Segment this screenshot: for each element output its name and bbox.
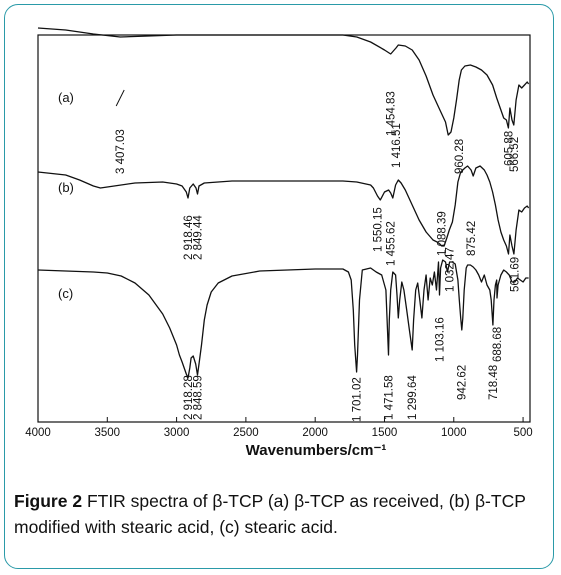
ftir-chart: 4000 3500 3000 2500 2000 1500 1000 500 3 407.03… — [25, 27, 533, 459]
spectrum-line-a — [37, 27, 530, 136]
peak-label: 960.28 — [454, 139, 466, 174]
figure-caption: Figure 2 FTIR spectra of β-TCP (a) β-TCP… — [14, 488, 544, 540]
x-tick-label: 4000 — [25, 427, 51, 439]
peak-label: 688.68 — [492, 327, 504, 362]
series-label-b: (b) — [58, 180, 74, 195]
peak-pointer — [115, 89, 125, 107]
series-label-c: (c) — [58, 286, 73, 301]
x-tick-label: 2000 — [302, 427, 328, 439]
peak-label: 1 454.83 — [386, 91, 398, 136]
peak-label: 1 550.15 — [373, 207, 385, 252]
peak-labels-layer: 3 407.03 1 454.831 416.51 960.28 605.88566.… — [115, 89, 521, 422]
peak-label: 718.48 — [488, 365, 500, 400]
peak-label: 566.52 — [509, 137, 521, 172]
x-axis-label: Wavenumbers/cm⁻¹ — [246, 442, 387, 459]
figure-card — [4, 4, 554, 569]
series-labels-layer: (a) (b) (c) — [58, 90, 74, 301]
x-tick-label: 3000 — [164, 427, 190, 439]
x-tick-label: 1500 — [372, 427, 398, 439]
series-label-a: (a) — [58, 90, 74, 105]
caption-label: Figure 2 — [14, 491, 83, 511]
peak-label: 1 299.64 — [407, 375, 419, 420]
peak-label: 942.62 — [457, 365, 469, 400]
peak-label: 1 103.16 — [434, 317, 446, 362]
peak-label: 875.42 — [466, 221, 478, 256]
peak-label: 2 849.44 — [193, 215, 205, 260]
series-layer — [37, 27, 530, 379]
peak-label: 605.88 — [503, 131, 515, 166]
peak-label: 1 455.62 — [386, 221, 398, 266]
plot-frame — [37, 34, 531, 423]
peak-label: 1 088.39 — [437, 211, 449, 256]
peak-label: 2 918.46 — [183, 215, 195, 260]
x-tick-label: 1000 — [441, 427, 467, 439]
peak-label: 3 407.03 — [115, 129, 127, 174]
peak-label: 1 416.51 — [391, 123, 403, 168]
peak-label: 2 848.59 — [193, 375, 205, 420]
peak-label: 2 918.28 — [183, 375, 195, 420]
x-tick-label: 2500 — [233, 427, 259, 439]
spectrum-line-b — [37, 165, 530, 255]
x-tick-label: 500 — [513, 427, 532, 439]
caption-text: FTIR spectra of β-TCP (a) β-TCP as recei… — [14, 491, 526, 537]
peak-label: 561.69 — [509, 257, 521, 292]
peak-label: 1 471.58 — [383, 375, 395, 420]
peak-label: 1 701.02 — [352, 377, 364, 422]
x-tick-label: 3500 — [94, 427, 120, 439]
spectrum-line-c — [37, 259, 529, 379]
peak-label: 1 032.47 — [444, 247, 456, 292]
